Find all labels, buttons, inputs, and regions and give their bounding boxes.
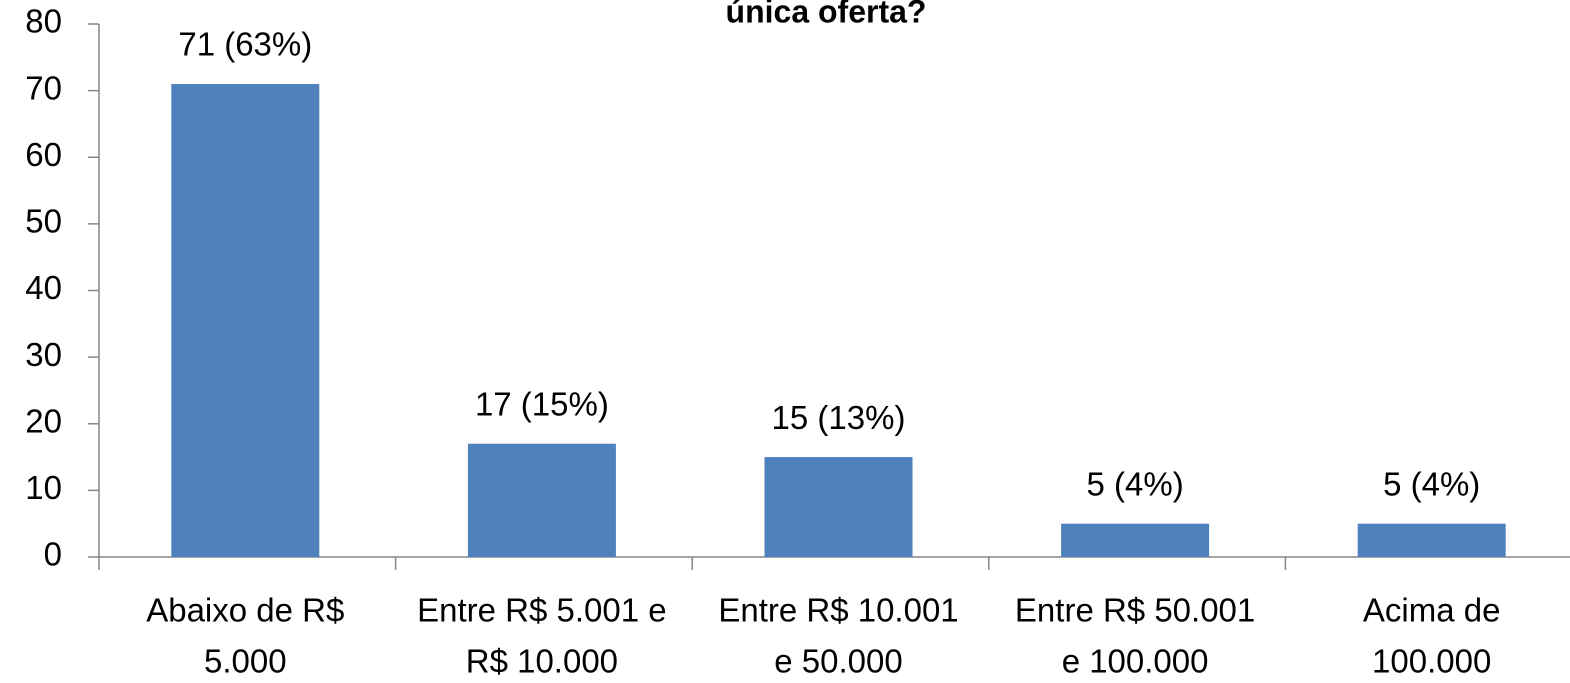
x-tick-label: Entre R$ 10.001 (718, 592, 958, 629)
x-tick-label: Acima de (1363, 592, 1501, 629)
data-label: 15 (13%) (772, 399, 906, 436)
x-tick-label: Entre R$ 5.001 e (417, 592, 667, 629)
x-tick-label: 100.000 (1372, 643, 1491, 680)
bar (1061, 523, 1210, 557)
bar (171, 83, 320, 558)
y-tick-label: 20 (25, 402, 62, 439)
y-tick-label: 80 (25, 3, 62, 40)
bar (1357, 523, 1506, 557)
y-tick-label: 30 (25, 336, 62, 373)
bar (467, 443, 616, 557)
y-tick-label: 40 (25, 269, 62, 306)
y-tick-label: 0 (44, 536, 62, 573)
chart-title: única oferta? (726, 0, 927, 29)
y-tick-label: 10 (25, 469, 62, 506)
data-label: 71 (63%) (178, 26, 312, 63)
y-tick-label: 60 (25, 136, 62, 173)
y-tick-label: 70 (25, 69, 62, 106)
x-tick-label: Entre R$ 50.001 (1015, 592, 1255, 629)
data-label: 17 (15%) (475, 385, 609, 422)
x-tick-label: e 50.000 (774, 643, 902, 680)
data-label: 5 (4%) (1383, 465, 1480, 502)
bar (764, 457, 913, 557)
x-tick-label: R$ 10.000 (466, 643, 618, 680)
y-tick-label: 50 (25, 203, 62, 240)
data-label: 5 (4%) (1086, 465, 1183, 502)
x-tick-label: Abaixo de R$ (146, 592, 344, 629)
x-tick-label: e 100.000 (1062, 643, 1209, 680)
x-tick-label: 5.000 (204, 643, 287, 680)
